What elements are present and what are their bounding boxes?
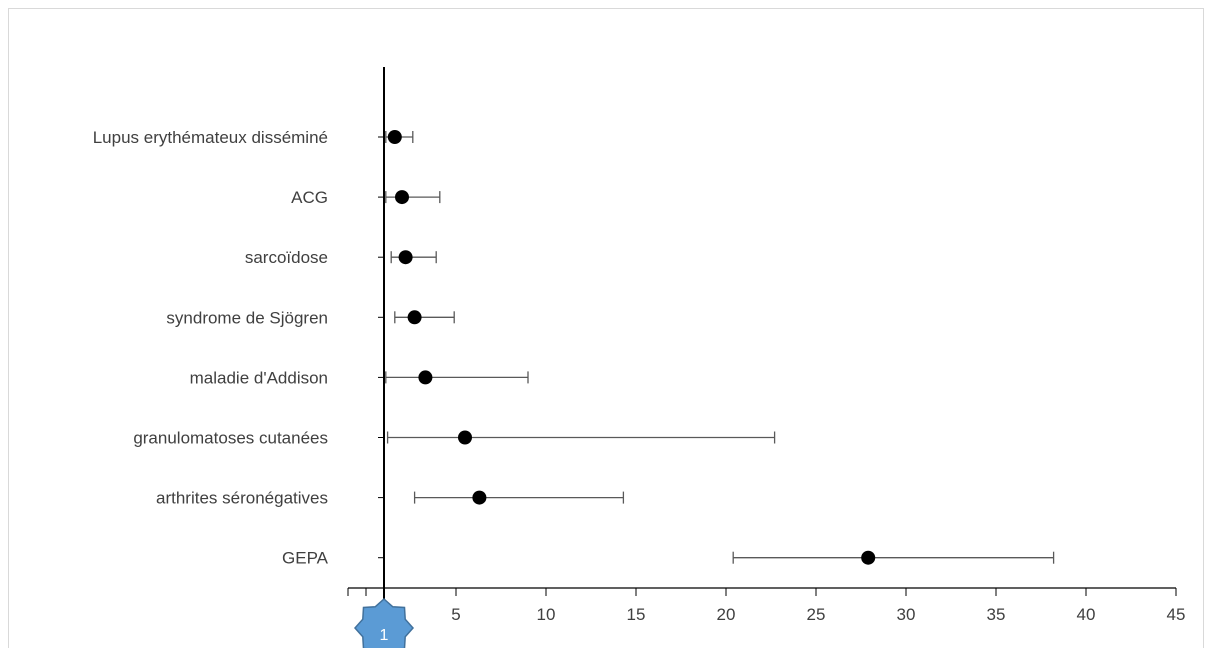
- category-label: Lupus erythémateux disséminé: [93, 128, 328, 147]
- data-point: [387, 130, 402, 144]
- data-point: [418, 370, 433, 385]
- category-label: maladie d'Addison: [190, 368, 328, 387]
- x-tick-label: 40: [1077, 605, 1096, 624]
- data-point: [398, 250, 413, 265]
- reference-badge-label: 1: [380, 627, 389, 644]
- x-tick-label: 25: [807, 605, 826, 624]
- reference-star-badge: [353, 597, 415, 648]
- category-label: syndrome de Sjögren: [166, 308, 328, 327]
- chart-frame: [8, 8, 1204, 648]
- data-point: [472, 490, 487, 505]
- category-label: GEPA: [282, 549, 329, 568]
- x-tick-label: 30: [897, 605, 916, 624]
- x-tick-label: 5: [451, 605, 460, 624]
- x-tick-label: 35: [987, 605, 1006, 624]
- data-point: [395, 190, 409, 205]
- category-label: granulomatoses cutanées: [133, 429, 328, 448]
- x-tick-label: 10: [537, 605, 556, 624]
- x-tick-label: 15: [627, 605, 646, 624]
- x-tick-label: 20: [717, 605, 736, 624]
- x-tick-label: 45: [1167, 605, 1186, 624]
- data-point: [861, 550, 876, 565]
- category-label: arthrites séronégatives: [156, 489, 328, 508]
- data-point: [458, 430, 472, 445]
- data-point: [407, 310, 422, 325]
- category-label: ACG: [291, 188, 328, 207]
- category-label: sarcoïdose: [245, 248, 328, 267]
